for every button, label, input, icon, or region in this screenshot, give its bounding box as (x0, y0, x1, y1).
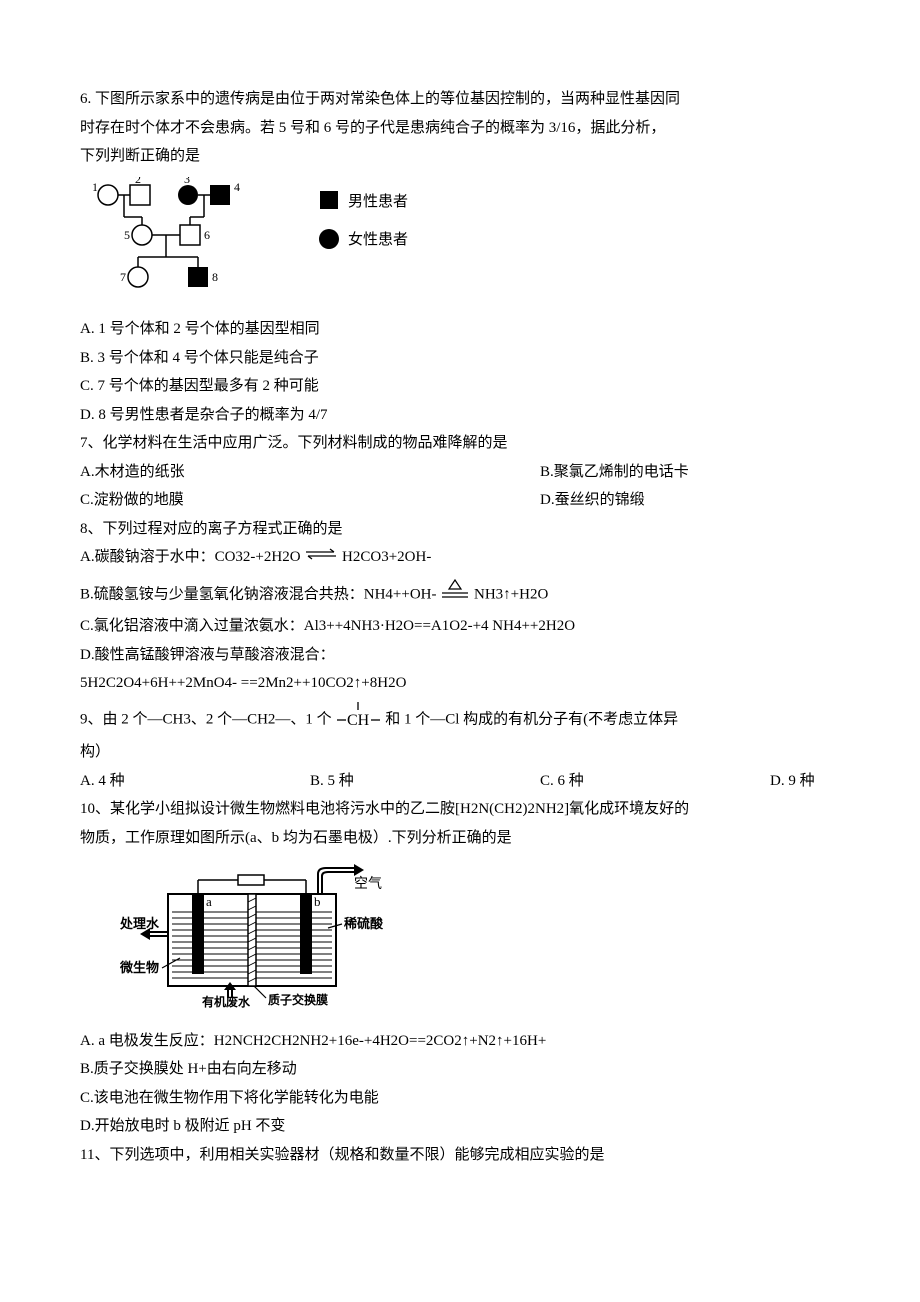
q9-optC[interactable]: C. 6 种 (540, 767, 770, 796)
q7-optC[interactable]: C.淀粉做的地膜 (80, 486, 540, 515)
q9-optD[interactable]: D. 9 种 (770, 767, 920, 796)
q7-stem: 7、化学材料在生活中应用广泛。下列材料制成的物品难降解的是 (80, 429, 920, 458)
q10-stem-line2: 物质，工作原理如图所示(a、b 均为石墨电极）.下列分析正确的是 (80, 824, 920, 853)
svg-text:1: 1 (92, 180, 98, 194)
q6-stem-line1: 6. 下图所示家系中的遗传病是由位于两对常染色体上的等位基因控制的，当两种显性基… (80, 85, 920, 114)
q8-optD-line1[interactable]: D.酸性高锰酸钾溶液与草酸溶液混合： (80, 641, 920, 670)
q6-stem-line3: 下列判断正确的是 (80, 142, 920, 171)
heat-equals-icon (440, 578, 470, 613)
q10-optD[interactable]: D.开始放电时 b 极附近 pH 不变 (80, 1112, 920, 1141)
q10-battery-figure: 空气 (120, 858, 920, 1019)
q6-optC[interactable]: C. 7 号个体的基因型最多有 2 种可能 (80, 372, 920, 401)
q8-stem: 8、下列过程对应的离子方程式正确的是 (80, 515, 920, 544)
q9-options: A. 4 种 B. 5 种 C. 6 种 D. 9 种 (80, 767, 920, 796)
q8-optC[interactable]: C.氯化铝溶液中滴入过量浓氨水：Al3++4NH3·H2O==A1O2-+4 N… (80, 612, 920, 641)
q9-optB[interactable]: B. 5 种 (310, 767, 540, 796)
q9-stem-line1: 9、由 2 个—CH3、2 个—CH2—、1 个 CH 和 1 个—Cl 构成的… (80, 702, 920, 739)
q6-optA[interactable]: A. 1 号个体和 2 号个体的基因型相同 (80, 315, 920, 344)
equilibrium-icon (304, 543, 338, 572)
svg-text:CH: CH (347, 712, 370, 728)
q7-optA[interactable]: A.木材造的纸张 (80, 458, 540, 487)
svg-text:2: 2 (135, 177, 141, 186)
svg-text:稀硫酸: 稀硫酸 (344, 916, 384, 931)
q9-stem-line2: 构） (80, 738, 920, 767)
svg-text:处理水: 处理水 (120, 916, 160, 931)
q11-stem: 11、下列选项中，利用相关实验器材（规格和数量不限）能够完成相应实验的是 (80, 1141, 920, 1170)
q6-stem-line2: 时存在时个体才不会患病。若 5 号和 6 号的子代是患病纯合子的概率为 3/16… (80, 114, 920, 143)
q10-optA[interactable]: A. a 电极发生反应：H2NCH2CH2NH2+16e-+4H2O==2CO2… (80, 1027, 920, 1056)
q8-optA-post: H2CO3+2OH- (342, 549, 431, 565)
q6-optD[interactable]: D. 8 号男性患者是杂合子的概率为 4/7 (80, 401, 920, 430)
svg-text:4: 4 (234, 180, 240, 194)
q6-options: A. 1 号个体和 2 号个体的基因型相同 B. 3 号个体和 4 号个体只能是… (80, 315, 920, 429)
svg-text:8: 8 (212, 270, 218, 284)
q7-optD[interactable]: D.蚕丝织的锦缎 (540, 486, 920, 515)
legend-male-text: 男性患者 (348, 193, 408, 210)
svg-text:3: 3 (184, 177, 190, 186)
svg-text:a: a (206, 894, 212, 909)
q10-options: A. a 电极发生反应：H2NCH2CH2NH2+16e-+4H2O==2CO2… (80, 1027, 920, 1141)
svg-text:6: 6 (204, 228, 210, 242)
q9-optA[interactable]: A. 4 种 (80, 767, 310, 796)
ch-group-icon: CH (335, 702, 381, 739)
q10-optB[interactable]: B.质子交换膜处 H+由右向左移动 (80, 1055, 920, 1084)
q7-options-row1: A.木材造的纸张 B.聚氯乙烯制的电话卡 (80, 458, 920, 487)
legend-female-text: 女性患者 (348, 230, 408, 248)
svg-text:有机废水: 有机废水 (202, 994, 251, 1008)
q6-optB[interactable]: B. 3 号个体和 4 号个体只能是纯合子 (80, 344, 920, 373)
q7-optB[interactable]: B.聚氯乙烯制的电话卡 (540, 458, 920, 487)
q8-optB-post: NH3↑+H2O (474, 587, 548, 603)
q8-optB[interactable]: B.硫酸氢铵与少量氢氧化钠溶液混合共热：NH4++OH- NH3↑+H2O (80, 578, 920, 613)
q8-optB-pre: B.硫酸氢铵与少量氢氧化钠溶液混合共热：NH4++OH- (80, 587, 437, 603)
q10-stem-line1: 10、某化学小组拟设计微生物燃料电池将污水中的乙二胺[H2N(CH2)2NH2]… (80, 795, 920, 824)
svg-text:空气: 空气 (354, 876, 382, 892)
q10-optC[interactable]: C.该电池在微生物作用下将化学能转化为电能 (80, 1084, 920, 1113)
svg-text:质子交换膜: 质子交换膜 (268, 992, 328, 1007)
q7-options-row2: C.淀粉做的地膜 D.蚕丝织的锦缎 (80, 486, 920, 515)
q6-pedigree-figure: 1 2 3 4 5 6 7 8 (80, 177, 920, 308)
svg-text:7: 7 (120, 270, 126, 284)
q9-stem-post: 和 1 个—Cl 构成的有机分子有(不考虑立体异 (385, 712, 678, 728)
svg-text:b: b (314, 894, 321, 909)
q8-optA-pre: A.碳酸钠溶于水中：CO32-+2H2O (80, 549, 301, 565)
q8-optA[interactable]: A.碳酸钠溶于水中：CO32-+2H2O H2CO3+2OH- (80, 543, 920, 572)
svg-text:5: 5 (124, 228, 130, 242)
q9-stem-pre: 9、由 2 个—CH3、2 个—CH2—、1 个 (80, 712, 332, 728)
q8-optD-line2: 5H2C2O4+6H++2MnO4- ==2Mn2++10CO2↑+8H2O (80, 669, 920, 698)
svg-text:微生物: 微生物 (120, 960, 159, 975)
